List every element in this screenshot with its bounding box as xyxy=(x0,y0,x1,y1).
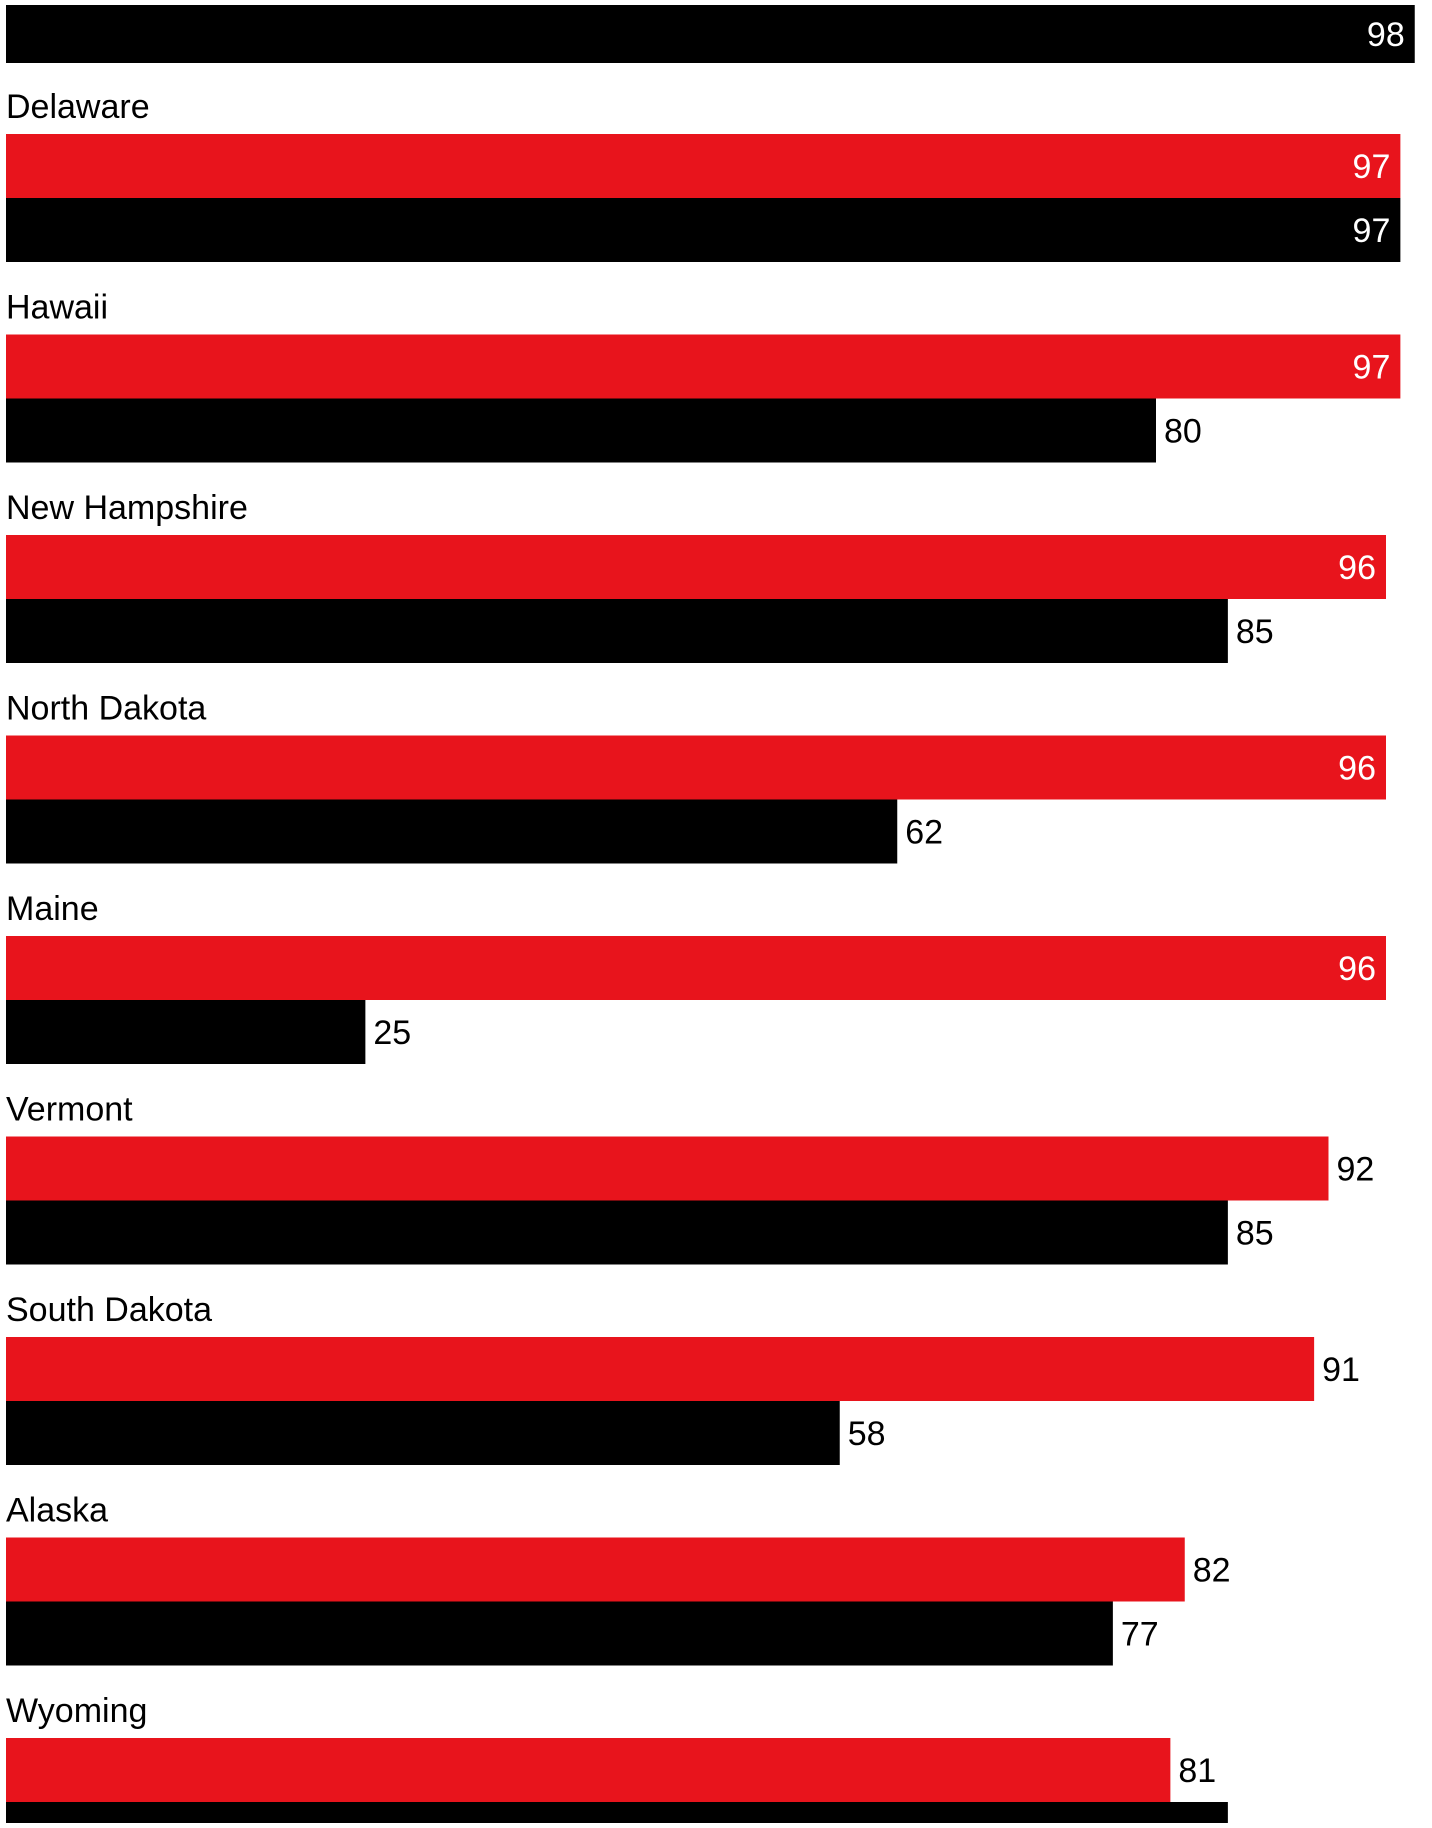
bar-series-2 xyxy=(6,799,898,864)
category-label: Wyoming xyxy=(6,1692,147,1730)
value-label-series-1: 82 xyxy=(1193,1552,1231,1590)
bar-series-2 xyxy=(6,1200,1228,1265)
bar-series-2 xyxy=(6,599,1228,663)
bar-series-1 xyxy=(6,334,1401,399)
bar-series-1 xyxy=(6,1738,1171,1802)
value-label-series-1: 97 xyxy=(1353,148,1391,186)
value-label-series-1: 96 xyxy=(1338,549,1376,587)
value-label-series-2: 62 xyxy=(905,814,943,852)
category-label: South Dakota xyxy=(6,1291,212,1329)
category-label: Alaska xyxy=(6,1492,108,1530)
bar-series-2 xyxy=(6,398,1156,463)
bar-series-2 xyxy=(6,198,1401,262)
value-label-series-1: 92 xyxy=(1337,1151,1375,1189)
value-label-series-1: 96 xyxy=(1338,950,1376,988)
category-label: Vermont xyxy=(6,1091,133,1129)
bar-series-1 xyxy=(6,1136,1329,1201)
bar-series-1 xyxy=(6,735,1386,800)
bar-series-1 xyxy=(6,936,1386,1000)
value-label-series-2: 25 xyxy=(373,1014,411,1052)
value-label-series-2: 58 xyxy=(848,1415,886,1453)
category-label: Delaware xyxy=(6,88,150,126)
value-label-series-1: 96 xyxy=(1338,750,1376,788)
value-label-series-2: 85 xyxy=(1236,613,1274,651)
value-label-series-2: 80 xyxy=(1164,413,1202,451)
value-label-series-2: 97 xyxy=(1353,212,1391,250)
category-label: New Hampshire xyxy=(6,489,248,527)
value-label-leading: 98 xyxy=(1367,16,1405,54)
bar-series-1 xyxy=(6,1537,1185,1602)
bar-series-2 xyxy=(6,1601,1113,1666)
value-label-series-1: 81 xyxy=(1178,1752,1216,1790)
value-label-series-1: 91 xyxy=(1322,1351,1360,1389)
value-label-series-2: 77 xyxy=(1121,1616,1159,1654)
bar-leading xyxy=(6,5,1415,63)
bar-series-1 xyxy=(6,535,1386,599)
value-label-series-1: 97 xyxy=(1353,349,1391,387)
category-label: Hawaii xyxy=(6,289,108,327)
bar-series-2 xyxy=(6,1000,366,1064)
category-label: Maine xyxy=(6,890,99,928)
bar-series-1 xyxy=(6,134,1401,198)
bar-series-1 xyxy=(6,1337,1315,1401)
value-label-series-2: 85 xyxy=(1236,1215,1274,1253)
bar-series-2 xyxy=(6,1401,840,1465)
category-label: North Dakota xyxy=(6,690,206,728)
bar-series-2 xyxy=(6,1802,1228,1828)
